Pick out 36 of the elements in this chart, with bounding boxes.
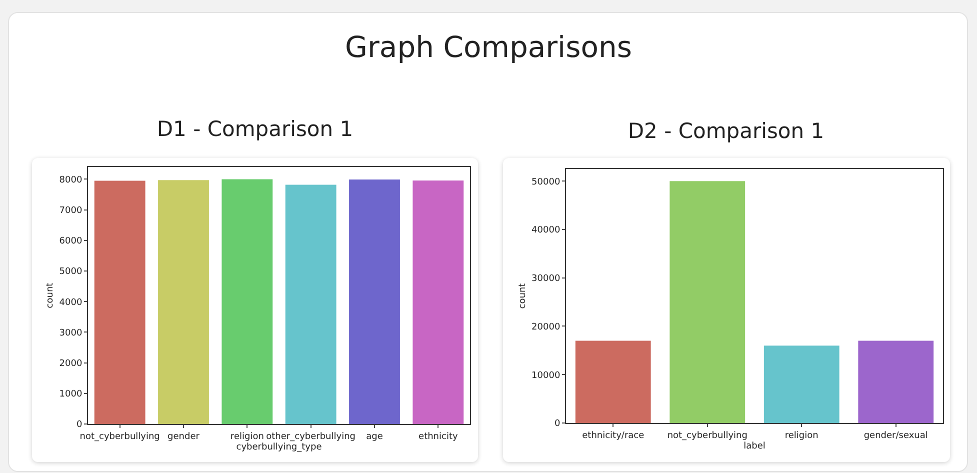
y-tick-label: 40000 — [532, 226, 560, 236]
x-tick-label: not_cyberbullying — [80, 432, 160, 442]
x-tick-label: ethnicity/race — [582, 430, 645, 441]
chart-title: D2 - Comparison 1 — [626, 119, 826, 143]
y-tick-label: 1000 — [59, 390, 82, 400]
bar — [858, 340, 934, 423]
x-tick-label: other_cyberbullying — [266, 432, 356, 442]
chart-title: D1 - Comparison 1 — [156, 117, 354, 141]
y-tick-label: 6000 — [59, 236, 82, 247]
y-tick-label: 0 — [554, 419, 560, 430]
x-tick-label: gender/sexual — [864, 430, 928, 441]
y-tick-label: 50000 — [532, 177, 560, 188]
y-tick-label: 10000 — [532, 370, 560, 381]
x-tick-label: gender — [168, 432, 200, 442]
text: Graph Comparisons — [344, 30, 633, 64]
x-tick-label: religion — [230, 432, 264, 442]
x-axis-title: label — [744, 442, 766, 452]
bar — [764, 346, 840, 423]
y-tick-label: 4000 — [59, 298, 82, 308]
y-axis-title: count — [46, 282, 56, 308]
y-tick-label: 2000 — [59, 358, 82, 369]
y-tick-label: 0 — [76, 420, 82, 430]
y-tick-label: 30000 — [532, 274, 560, 284]
x-tick-label: religion — [784, 430, 818, 441]
x-axis-title: cyberbullying_type — [236, 442, 322, 453]
bar — [670, 181, 746, 423]
y-tick-label: 3000 — [59, 328, 82, 338]
y-tick-label: 7000 — [59, 206, 82, 216]
y-tick-label: 8000 — [59, 175, 82, 186]
y-axis-title: count — [518, 282, 528, 309]
y-tick-label: 5000 — [59, 267, 82, 278]
x-tick-label: not_cyberbullying — [667, 430, 748, 441]
bar — [575, 340, 651, 423]
x-tick-label: age — [366, 432, 384, 442]
x-tick-label: ethnicity — [418, 432, 458, 442]
y-tick-label: 20000 — [532, 322, 560, 332]
